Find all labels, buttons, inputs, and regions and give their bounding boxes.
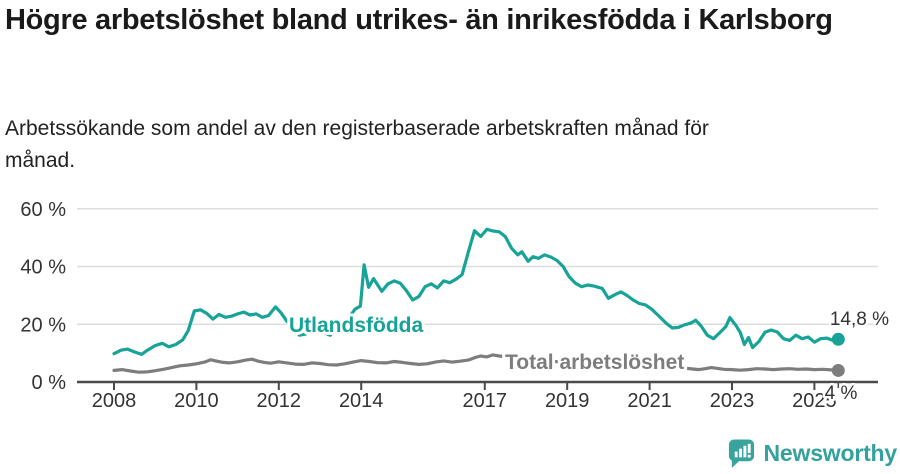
series-end-dot-total-arbetsl-shet bbox=[831, 363, 845, 377]
x-axis-tick-label: 2008 bbox=[92, 390, 137, 412]
series-end-dot-utlandsf-dda bbox=[831, 332, 845, 346]
x-axis-tick-label: 2021 bbox=[627, 390, 672, 412]
newsworthy-wordmark: Newsworthy bbox=[763, 440, 898, 466]
x-axis-tick-label: 2012 bbox=[257, 390, 302, 412]
x-axis-tick-label: 2025 bbox=[792, 390, 837, 412]
newsworthy-logo: Newsworthy bbox=[727, 438, 897, 469]
x-axis-tick-label: 2019 bbox=[545, 390, 590, 412]
series-end-value-total-arbetsl-shet: 4 % bbox=[825, 383, 858, 404]
x-axis-tick-label: 2014 bbox=[339, 390, 384, 412]
series-label-total-arbetsl-shet: Total arbetslöshet bbox=[505, 351, 684, 374]
series-line-utlandsf-dda bbox=[112, 227, 840, 356]
y-axis-tick-label: 0 % bbox=[32, 372, 67, 394]
y-axis-tick-label: 20 % bbox=[20, 314, 66, 336]
series-line-total-arbetsl-shet bbox=[112, 353, 840, 374]
page-title: Högre arbetslöshet bland utrikes- än inr… bbox=[5, 4, 833, 36]
x-axis-tick-label: 2023 bbox=[710, 390, 755, 412]
chart-subtitle: Arbetssökande som andel av den registerb… bbox=[5, 117, 709, 172]
x-axis-tick-label: 2017 bbox=[463, 390, 508, 412]
newsworthy-speech-bubble-chart-icon bbox=[728, 439, 754, 468]
x-axis-tick-label: 2010 bbox=[174, 390, 219, 412]
series-end-value-utlandsf-dda: 14,8 % bbox=[830, 309, 889, 330]
y-axis-tick-label: 60 % bbox=[20, 199, 66, 221]
series-label-utlandsf-dda: Utlandsfödda bbox=[289, 314, 423, 337]
y-axis-tick-label: 40 % bbox=[20, 257, 66, 279]
